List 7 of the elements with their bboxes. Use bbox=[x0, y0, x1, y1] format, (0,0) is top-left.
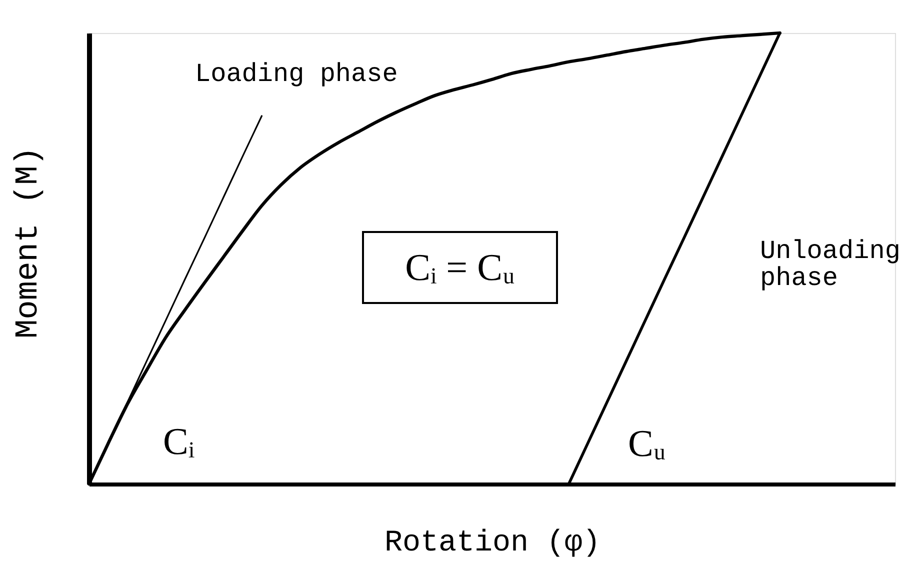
annotation: Cᵢ = Cᵤ bbox=[405, 247, 515, 289]
x-axis-title: Rotation (φ) bbox=[384, 526, 601, 560]
annotation: Cᵢ bbox=[163, 421, 195, 463]
y-axis-title: Moment (M) bbox=[10, 146, 46, 339]
annotation: Cᵤ bbox=[628, 423, 666, 465]
annotation: Unloading phase bbox=[760, 236, 900, 293]
annotation: Loading phase bbox=[195, 59, 398, 89]
